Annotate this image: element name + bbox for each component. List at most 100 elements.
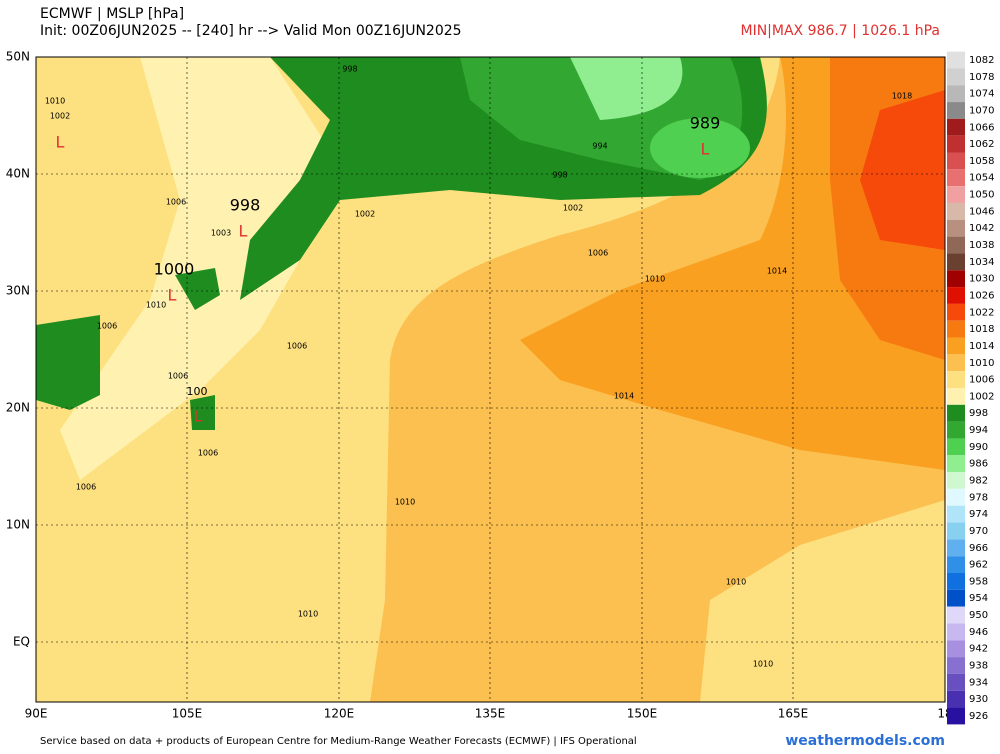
low-marker: L [701,140,710,159]
map-fields [35,56,946,703]
colorbar-label: 1014 [969,341,994,352]
colorbar-swatch [947,438,965,456]
contour-label: 1010 [298,610,318,619]
lon-label: 165E [778,707,809,721]
colorbar-label: 1050 [969,190,994,201]
contour-label: 1010 [45,97,65,106]
colorbar-label: 978 [969,492,988,503]
colorbar-swatch [947,85,965,103]
colorbar-label: 1022 [969,307,994,318]
colorbar-swatch [947,169,965,187]
contour-label: 1010 [146,301,166,310]
colorbar-swatch [947,354,965,372]
colorbar-swatch [947,707,965,725]
colorbar-swatch [947,421,965,439]
colorbar-label: 1010 [969,358,994,369]
colorbar-swatch [947,118,965,136]
contour-label: 1010 [395,498,415,507]
contour-label: 1002 [355,210,375,219]
footer-site[interactable]: weathermodels.com [785,733,945,749]
colorbar-label: 962 [969,560,988,571]
contour-label: 1010 [726,578,746,587]
field-1022 [860,90,945,250]
colorbar-label: 1082 [969,55,994,66]
center-label: 1000 [154,260,195,279]
colorbar-swatch [947,505,965,523]
colorbar-swatch [947,51,965,69]
colorbar-label: 1026 [969,290,994,301]
colorbar-swatch [947,236,965,254]
contour-label: 1006 [166,198,186,207]
colorbar-swatch [947,488,965,506]
colorbar-label: 942 [969,644,988,655]
lon-label: 105E [172,707,203,721]
colorbar-label: 1034 [969,257,994,268]
lat-label: 50N [6,50,30,64]
low-marker: L [239,222,248,241]
field-990 [570,57,683,120]
colorbar-swatch [947,303,965,321]
colorbar-swatch [947,102,965,119]
field-990-center [650,118,750,178]
contour-label: 1006 [97,322,117,331]
contour-label: 1003 [211,229,231,238]
low-green [175,268,220,310]
contour-label: 1006 [198,449,218,458]
colorbar-swatch [947,589,965,607]
low-marker: L [194,407,203,426]
colorbar-swatch [947,253,965,271]
colorbar-label: 970 [969,526,988,537]
colorbar-label: 946 [969,627,988,638]
colorbar-label: 986 [969,459,988,470]
colorbar-label: 1002 [969,391,994,402]
map-subtitle: Init: 00Z06JUN2025 -- [240] hr --> Valid… [40,23,462,39]
colorbar-label: 938 [969,661,988,672]
colorbar-label: 930 [969,694,988,705]
colorbar-swatch [947,68,965,86]
colorbar-swatch [947,455,965,473]
colorbar-label: 954 [969,593,988,604]
colorbar-label: 1006 [969,375,994,386]
colorbar-swatch [947,556,965,574]
colorbar-swatch [947,657,965,674]
contour-label: 1010 [645,275,665,284]
lat-label: 30N [6,284,30,298]
colorbar-swatch [947,640,965,658]
center-label: 100 [187,385,208,398]
colorbar-swatch [947,337,965,355]
colorbar-swatch [947,320,965,338]
colorbar-label: 1058 [969,156,994,167]
contour-label: 1006 [76,483,96,492]
colorbar-swatch [947,152,965,170]
contour-label: 998 [552,171,567,180]
colorbar-label: 1062 [969,139,994,150]
colorbar-label: 958 [969,576,988,587]
contour-label: 1014 [614,392,634,401]
colorbar-label: 1054 [969,173,994,184]
lat-label: 20N [6,401,30,415]
colorbar-label: 1038 [969,240,994,251]
colorbar-label: 934 [969,677,988,688]
field-1002 [60,57,330,480]
colorbar-label: 990 [969,442,988,453]
footer-credit: Service based on data + products of Euro… [40,736,637,747]
min-max: MIN|MAX 986.7 | 1026.1 hPa [741,23,941,39]
lon-label: 135E [475,707,506,721]
contour-label: 1006 [588,249,608,258]
lon-label: 150E [627,707,658,721]
colorbar-label: 1070 [969,105,994,116]
colorbar-swatch [947,387,965,405]
colorbar-swatch [947,135,965,153]
contour-label: 1006 [168,372,188,381]
lon-label: 120E [324,707,355,721]
contour-label: 1006 [287,342,307,351]
colorbar-swatch [947,539,965,557]
colorbar-label: 982 [969,476,988,487]
contour-label: 1014 [767,267,787,276]
colorbar-label: 1046 [969,206,994,217]
colorbar-label: 1042 [969,223,994,234]
colorbar-swatch [947,219,965,237]
low-green [36,315,100,410]
